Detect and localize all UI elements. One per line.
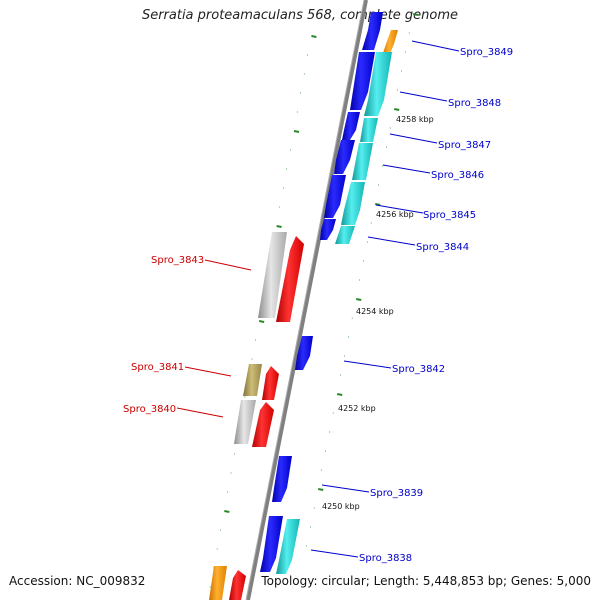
tick-mark [356, 298, 362, 301]
forward-gene-labels: Spro_3849 Spro_3848 Spro_3847 Spro_3846 … [359, 47, 513, 564]
gene-label-spro-3846[interactable]: Spro_3846 [431, 170, 484, 181]
gene-blue-3847[interactable] [342, 112, 360, 140]
gene-spro-3840-grey[interactable] [234, 400, 256, 444]
gene-spro-3843-red[interactable] [276, 236, 304, 322]
gene-label-spro-3847[interactable]: Spro_3847 [438, 140, 491, 151]
forward-leader-lines [310, 40, 460, 558]
gene-spro-3841-red[interactable] [262, 366, 279, 400]
gene-label-spro-3842[interactable]: Spro_3842 [392, 364, 445, 375]
tick-mark [258, 320, 265, 323]
gene-blue-3838[interactable] [260, 516, 283, 572]
scale-label: 4254 kbp [356, 307, 394, 316]
tick-mark [375, 203, 381, 206]
gene-label-spro-3845[interactable]: Spro_3845 [423, 210, 476, 221]
gene-cyan-3848[interactable] [364, 52, 392, 116]
reverse-gene-labels: Spro_3843 Spro_3841 Spro_3840 [123, 255, 204, 415]
gene-label-spro-3844[interactable]: Spro_3844 [416, 242, 469, 253]
tick-mark [394, 108, 400, 111]
tick-mark [276, 225, 282, 228]
tick-mark [224, 510, 230, 513]
gene-cyan-3844[interactable] [335, 226, 355, 244]
gene-cyan-3838[interactable] [276, 519, 300, 574]
tick-mark [311, 35, 317, 38]
scale-label: 4256 kbp [376, 210, 414, 219]
gene-label-spro-3848[interactable]: Spro_3848 [448, 98, 501, 109]
genome-backbone [246, 0, 368, 600]
forward-strand-genes [260, 12, 398, 574]
scale-label: 4258 kbp [396, 115, 434, 124]
accession-text: Accession: NC_009832 [9, 574, 146, 588]
gene-blue-3845[interactable] [324, 175, 346, 218]
gene-label-spro-3840[interactable]: Spro_3840 [123, 404, 176, 415]
gene-blue-3842[interactable] [295, 336, 313, 370]
gene-spro-3843-grey[interactable] [258, 232, 287, 318]
genome-backbone-highlight [245, 0, 365, 600]
tick-mark [337, 393, 343, 396]
gene-cyan-3847[interactable] [360, 118, 378, 142]
gene-blue-3848[interactable] [350, 52, 375, 110]
tick-mark [293, 130, 300, 133]
gene-spro-3841-olive[interactable] [243, 364, 262, 396]
scale-label: 4250 kbp [322, 502, 360, 511]
gene-blue-3839[interactable] [272, 456, 292, 502]
tick-mark [318, 488, 324, 491]
gene-spro-3849-orange[interactable] [382, 30, 398, 56]
gene-spro-3849-blue[interactable] [362, 12, 383, 50]
gene-label-spro-3838[interactable]: Spro_3838 [359, 553, 412, 564]
gene-red-bottom[interactable] [229, 570, 246, 600]
gene-label-spro-3841[interactable]: Spro_3841 [131, 362, 184, 373]
scale-labels: 4258 kbp 4256 kbp 4254 kbp 4252 kbp 4250… [322, 115, 434, 511]
gene-spro-3840-red[interactable] [252, 402, 274, 447]
outer-tick-marks [306, 13, 419, 547]
reverse-leader-lines [176, 259, 252, 418]
gene-cyan-3845[interactable] [341, 182, 365, 225]
gene-orange-bottom[interactable] [209, 566, 227, 600]
scale-label: 4252 kbp [338, 404, 376, 413]
gene-blue-3844[interactable] [320, 219, 336, 240]
gene-label-spro-3843[interactable]: Spro_3843 [151, 255, 204, 266]
gene-label-spro-3849[interactable]: Spro_3849 [460, 47, 513, 58]
tick-mark [413, 13, 419, 16]
topology-text: Topology: circular; Length: 5,448,853 bp… [261, 574, 591, 588]
gene-blue-3846[interactable] [334, 140, 355, 174]
gene-label-spro-3839[interactable]: Spro_3839 [370, 488, 423, 499]
reverse-strand-genes [209, 232, 304, 600]
gene-cyan-3846[interactable] [352, 143, 373, 180]
